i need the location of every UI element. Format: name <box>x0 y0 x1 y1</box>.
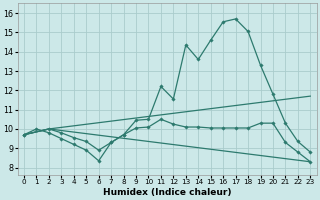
X-axis label: Humidex (Indice chaleur): Humidex (Indice chaleur) <box>103 188 231 197</box>
